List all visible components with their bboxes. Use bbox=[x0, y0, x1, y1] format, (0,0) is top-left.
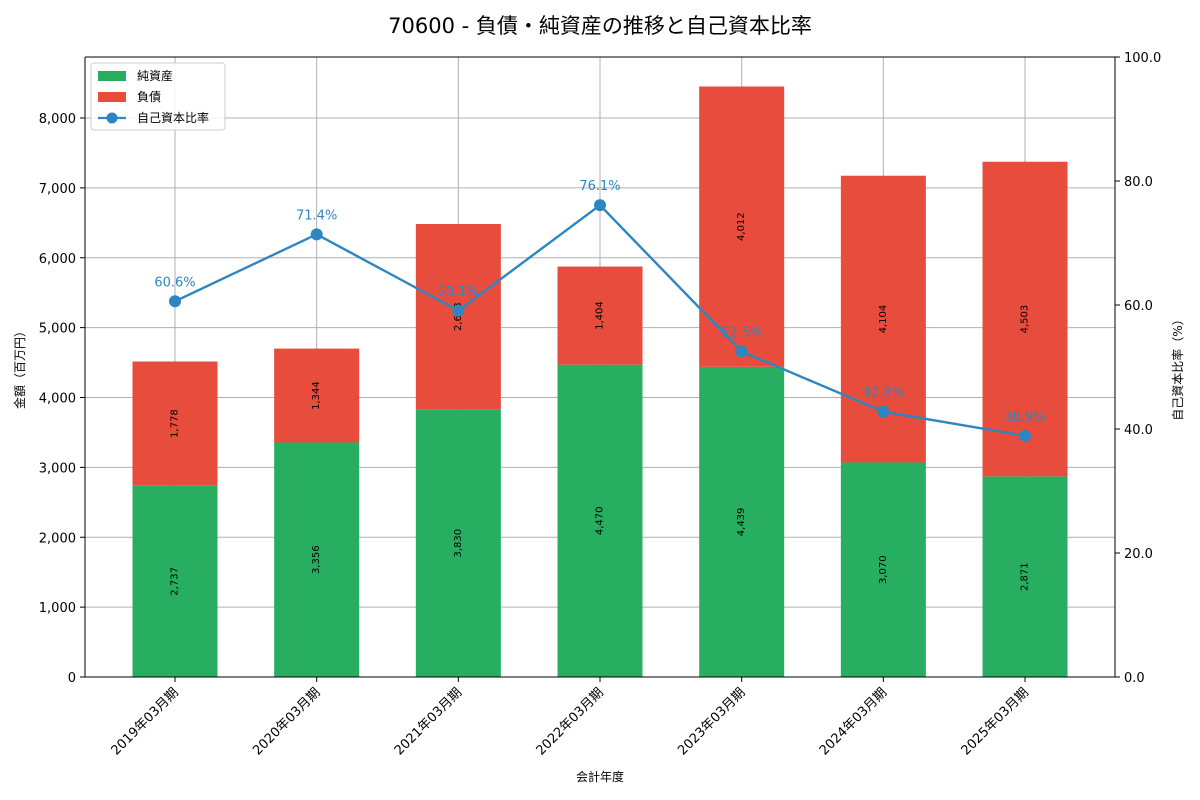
bar-value-label: 2,737 bbox=[170, 567, 181, 596]
y-tick-label: 5,000 bbox=[39, 322, 76, 337]
y2-axis-label: 自己資本比率（%） bbox=[1170, 313, 1185, 420]
bar-net-assets bbox=[274, 442, 360, 677]
ratio-value-label: 42.8% bbox=[863, 386, 904, 401]
legend-label-ratio: 自己資本比率 bbox=[137, 110, 209, 125]
y-tick-label: 6,000 bbox=[39, 252, 76, 267]
ratio-marker bbox=[452, 304, 465, 317]
ratio-marker bbox=[169, 295, 181, 308]
y2-tick-label: 80.0 bbox=[1124, 175, 1153, 190]
bar-net-assets bbox=[415, 409, 501, 677]
legend: 純資産 負債 自己資本比率 bbox=[90, 62, 226, 131]
bar-value-label: 4,470 bbox=[595, 507, 606, 536]
y2-tick-label: 100.0 bbox=[1124, 51, 1161, 66]
bar-liabilities bbox=[132, 361, 218, 486]
bar-net-assets bbox=[840, 462, 926, 677]
ratio-marker bbox=[877, 405, 890, 418]
ratio-value-label: 76.1% bbox=[579, 179, 620, 194]
ratio-marker bbox=[1019, 429, 1032, 442]
ratio-value-label: 59.1% bbox=[438, 285, 479, 300]
x-tick-label: 2020年03月期 bbox=[250, 685, 323, 758]
y-tick-label: 7,000 bbox=[39, 182, 76, 197]
bar-value-label: 1,778 bbox=[170, 409, 181, 438]
y-tick-label: 1,000 bbox=[39, 601, 76, 616]
bar-value-label: 2,653 bbox=[453, 302, 464, 331]
x-tick-label: 2022年03月期 bbox=[534, 685, 607, 758]
y-tick-label: 0 bbox=[68, 671, 76, 686]
bar-net-assets bbox=[699, 366, 785, 677]
legend-swatch-net-assets bbox=[98, 71, 126, 81]
bar-net-assets bbox=[557, 364, 643, 677]
x-tick-label: 2025年03月期 bbox=[959, 685, 1032, 758]
bar-value-label: 1,344 bbox=[311, 381, 322, 410]
chart-title: 70600 - 負債・純資産の推移と自己資本比率 bbox=[388, 14, 812, 38]
ratio-value-label: 60.6% bbox=[154, 275, 195, 290]
bar-value-label: 4,503 bbox=[1020, 305, 1031, 334]
bar-liabilities bbox=[982, 161, 1068, 477]
bar-value-label: 4,439 bbox=[736, 508, 747, 537]
y-tick-label: 8,000 bbox=[39, 112, 76, 127]
ratio-value-label: 52.5% bbox=[721, 326, 762, 341]
y2-tick-label: 40.0 bbox=[1124, 423, 1153, 438]
y2-tick-label: 0.0 bbox=[1124, 671, 1145, 686]
bar-net-assets bbox=[982, 476, 1068, 677]
y-tick-label: 2,000 bbox=[39, 531, 76, 546]
ratio-marker bbox=[310, 228, 323, 241]
legend-label-liabilities: 負債 bbox=[137, 89, 161, 104]
bar-value-label: 4,012 bbox=[736, 212, 747, 241]
ratio-marker bbox=[735, 345, 748, 358]
x-tick-label: 2024年03月期 bbox=[817, 685, 890, 758]
bar-series: 2,737 1,778 3,356 1,344 3,830 2,653 4,470 1,404… bbox=[132, 86, 1068, 677]
bar-net-assets bbox=[132, 485, 218, 677]
y-tick-label: 3,000 bbox=[39, 461, 76, 476]
bar-value-label: 3,356 bbox=[311, 545, 322, 574]
legend-swatch-liabilities bbox=[98, 92, 126, 102]
y2-tick-label: 60.0 bbox=[1124, 299, 1153, 314]
x-tick-label: 2021年03月期 bbox=[392, 685, 465, 758]
x-tick-label: 2023年03月期 bbox=[675, 685, 748, 758]
bar-liabilities bbox=[274, 348, 360, 443]
ratio-value-label: 38.9% bbox=[1004, 410, 1045, 425]
x-axis-label: 会計年度 bbox=[576, 769, 624, 784]
ratio-value-label: 71.4% bbox=[296, 208, 337, 223]
bar-liabilities bbox=[699, 86, 785, 367]
bar-value-label: 4,104 bbox=[878, 305, 889, 334]
bar-liabilities bbox=[557, 266, 643, 365]
y-axis-label: 金額（百万円） bbox=[12, 325, 27, 409]
legend-label-net-assets: 純資産 bbox=[137, 68, 173, 83]
bar-value-label: 2,871 bbox=[1020, 562, 1031, 591]
legend-marker-ratio bbox=[106, 112, 118, 124]
ratio-marker bbox=[594, 199, 607, 212]
y-tick-label: 4,000 bbox=[39, 392, 76, 407]
bar-value-label: 3,070 bbox=[878, 555, 889, 584]
bar-value-label: 3,830 bbox=[453, 529, 464, 558]
y2-tick-label: 20.0 bbox=[1124, 547, 1153, 562]
bar-value-label: 1,404 bbox=[595, 301, 606, 330]
ratio-line-series: 60.6% 71.4% 59.1% 76.1% 52.5% 42.8% 38.9% bbox=[154, 179, 1046, 442]
x-tick-label: 2019年03月期 bbox=[109, 685, 182, 758]
bar-liabilities bbox=[415, 224, 501, 410]
